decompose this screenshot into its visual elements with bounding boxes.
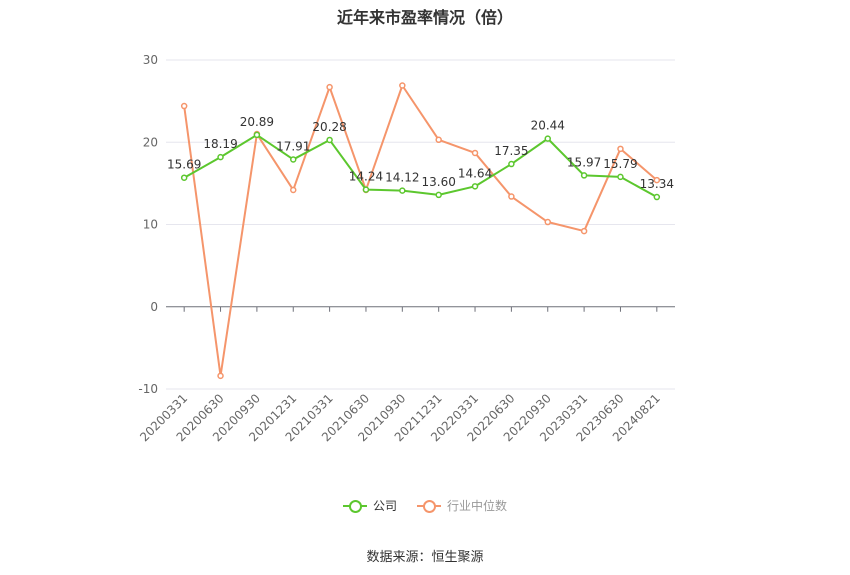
data-point-industry-median (290, 186, 297, 194)
data-point-company (217, 153, 224, 161)
data-point-company (290, 156, 297, 163)
data-label-company: 17.35 (494, 144, 528, 158)
data-point-company (544, 135, 551, 142)
data-point-company (435, 191, 442, 199)
legend-label-company: 公司 (372, 499, 397, 513)
data-label-company: 14.64 (458, 166, 492, 180)
data-point-company (180, 174, 188, 181)
data-label-company: 13.60 (421, 175, 455, 189)
legend: 公司 行业中位数 (0, 497, 850, 514)
data-point-company (653, 193, 661, 201)
data-point-company (399, 187, 406, 194)
data-label-company: 15.79 (603, 157, 637, 171)
data-point-company (617, 173, 624, 181)
data-point-industry-median (653, 176, 661, 184)
legend-industry-median-icon (417, 499, 441, 513)
data-point-company (326, 136, 333, 144)
data-point-company (580, 172, 588, 179)
y-tick-label: -10 (138, 382, 158, 396)
data-point-industry-median (435, 136, 442, 144)
data-point-industry-median (617, 145, 624, 153)
data-point-industry-median (399, 82, 406, 89)
y-tick-label: 30 (143, 53, 158, 67)
chart-title: 近年来市盈率情况（倍） (336, 8, 513, 27)
data-point-industry-median (471, 149, 479, 157)
data-label-company: 14.12 (385, 171, 419, 185)
data-label-company: 14.24 (349, 170, 383, 184)
data-point-company (471, 183, 479, 190)
data-source-note: 数据来源：恒生聚源 (366, 550, 484, 565)
data-label-company: 13.34 (640, 177, 674, 191)
data-label-company: 20.44 (531, 119, 565, 133)
data-label-company: 20.28 (312, 120, 346, 134)
legend-label-industry-median: 行业中位数 (447, 499, 508, 513)
data-point-industry-median (508, 193, 515, 200)
legend-company-icon (342, 499, 367, 513)
data-label-company: 15.97 (567, 155, 601, 169)
data-point-industry-median (326, 83, 333, 91)
data-point-company (362, 186, 370, 193)
y-tick-label: 0 (150, 300, 158, 314)
data-point-industry-median (180, 102, 188, 110)
legend-item-industry-median[interactable]: 行业中位数 (417, 497, 507, 514)
data-label-company: 17.91 (276, 139, 310, 153)
legend-item-company[interactable]: 公司 (342, 497, 397, 514)
data-point-industry-median (580, 227, 588, 235)
data-point-industry-median (544, 218, 551, 226)
data-point-company (253, 131, 261, 139)
y-tick-label: 10 (143, 218, 158, 232)
data-point-industry-median (217, 372, 224, 380)
series-line-company (183, 133, 658, 198)
data-label-company: 20.89 (240, 115, 274, 129)
series-line-industry-median (183, 84, 658, 377)
data-label-company: 18.19 (203, 137, 237, 151)
data-label-company: 15.69 (167, 158, 201, 172)
y-tick-label: 20 (143, 135, 158, 149)
data-point-company (508, 160, 515, 168)
